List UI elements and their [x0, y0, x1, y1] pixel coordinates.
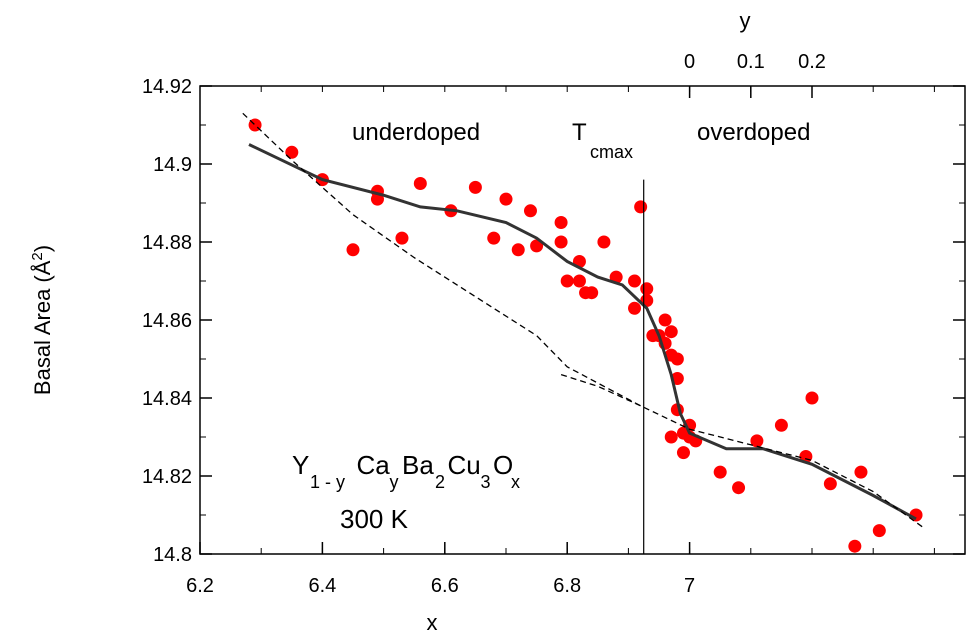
formula-subscript: 2 [435, 472, 445, 492]
x-tick-label: 6.2 [186, 575, 214, 597]
reference-dashed-line [242, 112, 923, 528]
data-point [805, 391, 819, 405]
data-point [732, 481, 746, 495]
x-axis-ticks: 6.2 6.4 6.6 6.8 7 [186, 86, 935, 597]
data-point [523, 204, 537, 218]
formula-element: Cu [448, 450, 481, 480]
data-point [628, 301, 642, 315]
top-tick-label: 0.1 [737, 51, 765, 73]
data-point [585, 286, 599, 300]
formula-element: Ba [402, 450, 434, 480]
y-axis-title-close: ) [30, 245, 55, 252]
x-tick-label: 6.4 [308, 575, 336, 597]
data-point [487, 231, 501, 245]
formula-element: O [493, 450, 513, 480]
tcmax-label-t: T [572, 119, 587, 146]
data-point [572, 274, 586, 288]
y-tick-label: 14.82 [142, 466, 192, 488]
temperature-label: 300 K [340, 504, 409, 534]
y-tick-label: 14.8 [153, 544, 192, 566]
formula-subscript: x [511, 472, 520, 492]
data-point [670, 352, 684, 366]
y-tick-label: 14.84 [142, 388, 192, 410]
x-tick-label: 6.8 [553, 575, 581, 597]
y-axis-ticks: 14.8 14.82 14.84 14.86 14.88 14.9 14.92 [142, 76, 965, 566]
x-tick-label: 6.6 [431, 575, 459, 597]
underdoped-label: underdoped [352, 119, 480, 146]
data-point [597, 235, 611, 249]
data-point [872, 524, 886, 538]
y-tick-label: 14.86 [142, 310, 192, 332]
data-point [750, 434, 764, 448]
data-point [634, 200, 648, 214]
top-axis-title: y [740, 8, 751, 33]
data-point [468, 180, 482, 194]
data-point [560, 274, 574, 288]
data-point [658, 313, 672, 327]
tcmax-label-sub: cmax [590, 142, 633, 162]
data-point [346, 243, 360, 257]
formula-subscript: y [390, 472, 399, 492]
data-point [676, 446, 690, 460]
x-tick-label: 7 [684, 575, 695, 597]
data-point [713, 465, 727, 479]
data-point [628, 274, 642, 288]
data-point [823, 477, 837, 491]
data-point [664, 430, 678, 444]
y-axis-title-sup: 2 [29, 252, 46, 260]
data-point [854, 465, 868, 479]
x-axis-title: x [427, 610, 438, 635]
y-tick-label: 14.9 [153, 154, 192, 176]
data-point [499, 192, 513, 206]
y-axis-title: Basal Area (Å2) [29, 245, 56, 395]
overdoped-label: overdoped [697, 119, 810, 146]
data-point [554, 216, 568, 229]
y-tick-label: 14.88 [142, 232, 192, 254]
data-point [285, 145, 299, 159]
fit-curve [248, 143, 917, 521]
data-point [774, 418, 788, 432]
data-point [848, 539, 862, 553]
y-axis-title-text: Basal Area (Å [30, 260, 55, 395]
formula-element: Ca [357, 450, 391, 480]
data-point [554, 235, 568, 249]
data-point [511, 243, 525, 257]
data-point [664, 325, 678, 339]
formula-subscript: 1 - y [310, 472, 345, 492]
top-axis-ticks: 0 0.1 0.2 [684, 51, 826, 98]
data-point [413, 177, 427, 190]
data-point [530, 239, 544, 253]
formula-subscript: 3 [481, 472, 491, 492]
data-point [395, 231, 409, 245]
y-tick-label: 14.92 [142, 76, 192, 98]
top-tick-label: 0.2 [798, 51, 826, 73]
top-tick-label: 0 [684, 51, 695, 73]
data-point [640, 282, 654, 296]
reference-dashed-line [560, 373, 641, 407]
formula-element: Y [292, 450, 309, 480]
